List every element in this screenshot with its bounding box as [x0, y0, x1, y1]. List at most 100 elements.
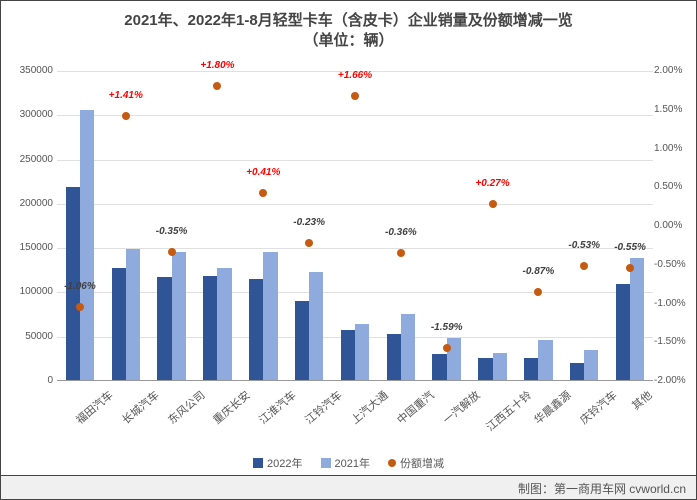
delta-marker: [213, 82, 221, 90]
gridline: [57, 115, 653, 116]
delta-marker: [351, 92, 359, 100]
footer-credit: 制图：第一商用车网 cvworld.cn: [0, 476, 697, 500]
y-right-tick: 0.50%: [654, 181, 694, 192]
legend-item: 份额增减: [388, 455, 444, 471]
delta-marker: [259, 189, 267, 197]
bar-2022: [341, 330, 355, 380]
y-left-tick: 100000: [5, 286, 53, 297]
delta-marker: [76, 303, 84, 311]
chart-container: 2021年、2022年1-8月轻型卡车（含皮卡）企业销量及份额增减一览 （单位：…: [0, 0, 697, 476]
legend-item: 2022年: [253, 455, 302, 471]
delta-label: -0.53%: [568, 240, 600, 251]
x-category-label: 庆铃汽车: [577, 387, 621, 428]
x-category-label: 东风公司: [164, 387, 208, 428]
bar-2021: [172, 252, 186, 380]
legend-label: 份额增减: [400, 455, 444, 471]
title-line2: （单位：辆）: [303, 32, 393, 49]
bar-2021: [309, 272, 323, 380]
x-category-label: 中国重汽: [393, 387, 437, 428]
y-right-tick: 0.00%: [654, 220, 694, 231]
x-category-label: 华晨鑫源: [531, 387, 575, 428]
x-category-label: 江铃汽车: [301, 387, 345, 428]
delta-marker: [626, 264, 634, 272]
plot-area: -1.06%+1.41%-0.35%+1.80%+0.41%-0.23%+1.6…: [57, 71, 653, 381]
y-left-tick: 300000: [5, 109, 53, 120]
y-left-tick: 0: [5, 375, 53, 386]
y-left-tick: 150000: [5, 242, 53, 253]
delta-label: -0.87%: [523, 266, 555, 277]
bar-2022: [616, 284, 630, 380]
bar-2021: [263, 252, 277, 380]
delta-label: -0.35%: [156, 226, 188, 237]
bar-2022: [157, 277, 171, 380]
legend-label: 2021年: [335, 455, 370, 471]
bar-2022: [478, 358, 492, 380]
bar-2021: [584, 350, 598, 380]
footer-text: 制图：第一商用车网 cvworld.cn: [518, 482, 686, 496]
y-left-tick: 250000: [5, 154, 53, 165]
bar-2021: [493, 353, 507, 380]
bar-2021: [630, 258, 644, 380]
x-category-label: 一汽解放: [439, 387, 483, 428]
legend-label: 2022年: [267, 455, 302, 471]
delta-marker: [534, 288, 542, 296]
legend-swatch-icon: [253, 458, 263, 468]
delta-marker: [305, 239, 313, 247]
chart-title: 2021年、2022年1-8月轻型卡车（含皮卡）企业销量及份额增减一览 （单位：…: [1, 1, 696, 52]
delta-label: -0.23%: [293, 217, 325, 228]
delta-marker: [443, 344, 451, 352]
y-right-tick: 1.50%: [654, 104, 694, 115]
delta-marker: [489, 200, 497, 208]
delta-marker: [122, 112, 130, 120]
bar-2022: [570, 363, 584, 380]
y-right-tick: 2.00%: [654, 65, 694, 76]
legend-dot-icon: [388, 459, 396, 467]
x-category-label: 上汽大通: [347, 387, 391, 428]
x-category-label: 重庆长安: [210, 387, 254, 428]
bar-2022: [112, 268, 126, 380]
delta-label: +0.41%: [246, 167, 280, 178]
bar-2021: [126, 249, 140, 380]
x-category-label: 江淮汽车: [256, 387, 300, 428]
delta-label: +1.66%: [338, 70, 372, 81]
y-right-tick: -1.50%: [654, 336, 694, 347]
bar-2022: [524, 358, 538, 380]
y-right-tick: 1.00%: [654, 143, 694, 154]
y-right-tick: -0.50%: [654, 259, 694, 270]
x-category-label: 长城汽车: [118, 387, 162, 428]
bar-2022: [249, 279, 263, 380]
y-right-tick: -2.00%: [654, 375, 694, 386]
bar-2022: [203, 276, 217, 380]
gridline: [57, 248, 653, 249]
bar-2021: [538, 340, 552, 380]
bar-2022: [295, 301, 309, 380]
delta-label: +0.27%: [475, 178, 509, 189]
legend: 2022年 2021年 份额增减: [1, 455, 696, 471]
bar-2022: [432, 354, 446, 380]
x-category-label: 江西五十铃: [482, 387, 534, 435]
delta-marker: [168, 248, 176, 256]
gridline: [57, 292, 653, 293]
delta-label: -1.59%: [431, 322, 463, 333]
delta-label: -0.36%: [385, 227, 417, 238]
bar-2021: [401, 314, 415, 380]
legend-swatch-icon: [321, 458, 331, 468]
y-left-tick: 350000: [5, 65, 53, 76]
x-category-label: 其他: [628, 387, 655, 413]
gridline: [57, 160, 653, 161]
title-line1: 2021年、2022年1-8月轻型卡车（含皮卡）企业销量及份额增减一览: [124, 12, 572, 29]
delta-marker: [397, 249, 405, 257]
legend-item: 2021年: [321, 455, 370, 471]
y-right-tick: -1.00%: [654, 298, 694, 309]
bar-2022: [387, 334, 401, 380]
y-left-tick: 50000: [5, 331, 53, 342]
delta-label: +1.41%: [109, 90, 143, 101]
y-left-tick: 200000: [5, 198, 53, 209]
bar-2021: [217, 268, 231, 380]
delta-label: +1.80%: [200, 60, 234, 71]
delta-label: -1.06%: [64, 281, 96, 292]
x-category-label: 福田汽车: [72, 387, 116, 428]
delta-label: -0.55%: [614, 242, 646, 253]
bar-2021: [80, 110, 94, 380]
delta-marker: [580, 262, 588, 270]
